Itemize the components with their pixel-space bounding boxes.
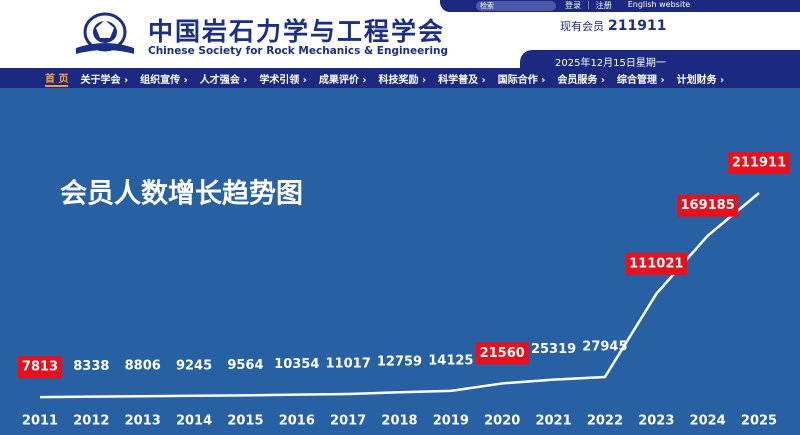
separator: |	[587, 0, 590, 9]
value-label: 7813	[22, 360, 58, 375]
value-label: 211911	[732, 156, 786, 171]
x-tick-label: 2011	[22, 414, 58, 429]
value-label: 9245	[176, 358, 212, 373]
member-number: 211911	[608, 18, 667, 34]
x-tick-label: 2018	[381, 414, 417, 429]
value-label: 27945	[582, 340, 627, 355]
date-tab	[520, 50, 800, 70]
date: 2025年12月15日星期一	[555, 58, 666, 69]
nav-item[interactable]: 科技奖励 ›	[378, 74, 427, 86]
x-tick-label: 2013	[125, 414, 161, 429]
x-tick-label: 2021	[535, 414, 571, 429]
x-tick-label: 2016	[279, 414, 315, 429]
value-label: 8338	[73, 359, 109, 374]
nav-item[interactable]: 关于学会 ›	[80, 74, 129, 86]
site-title: 中国岩石力学与工程学会	[148, 17, 446, 46]
x-tick-label: 2015	[227, 414, 263, 429]
nav-item[interactable]: 科学普及 ›	[438, 74, 486, 86]
member-label: 现有会员	[560, 20, 604, 33]
nav-bar: 首 页关于学会 › 组织宣传 › 人才强会 › 学术引领 › 成果评价 › 科技奖励 › 科…	[0, 68, 800, 88]
x-tick-label: 2019	[433, 414, 469, 429]
value-label: 10354	[274, 357, 319, 372]
value-label: 21560	[480, 346, 525, 361]
nav-item[interactable]: 会员服务 ›	[557, 74, 605, 86]
value-label: 11017	[326, 356, 371, 371]
nav-item[interactable]: 人才强会 ›	[199, 74, 248, 86]
x-tick-label: 2023	[638, 414, 674, 429]
value-label: 111021	[629, 256, 683, 271]
nav-item[interactable]: 国际合作 ›	[497, 74, 546, 86]
x-tick-label: 2025	[741, 414, 777, 429]
value-label: 8806	[125, 359, 161, 374]
nav-item[interactable]: 计划财务 ›	[676, 74, 725, 86]
english-link[interactable]: English website	[627, 0, 691, 9]
value-label: 14125	[428, 353, 473, 368]
x-tick-label: 2012	[73, 414, 109, 429]
register-link[interactable]: 注册	[595, 1, 612, 10]
chart: 会员人数增长趋势图 7813 2011 8338 2012 8806 2013 9245 20…	[17, 152, 790, 429]
value-label: 12759	[377, 355, 422, 370]
value-label: 25319	[531, 342, 576, 357]
x-tick-label: 2024	[690, 414, 726, 429]
nav-item[interactable]: 首 页	[45, 70, 69, 87]
top-links: 登录 | 注册 English website	[565, 0, 690, 11]
member-count: 现有会员 211911	[560, 18, 666, 34]
x-tick-label: 2020	[484, 414, 520, 429]
value-label-box	[676, 194, 739, 217]
logo[interactable]	[72, 8, 138, 60]
x-tick-label: 2022	[587, 414, 623, 429]
x-tick-label: 2017	[330, 414, 366, 429]
nav-item[interactable]: 综合管理 ›	[616, 74, 665, 86]
value-label-box	[17, 356, 63, 379]
nav-item[interactable]: 组织宣传 ›	[140, 74, 188, 86]
value-label-box	[728, 152, 790, 174]
value-label: 9564	[227, 358, 263, 373]
nav-item[interactable]: 学术引领 ›	[259, 74, 307, 86]
search-box[interactable]: 检索	[476, 1, 556, 11]
value-label: 169185	[681, 198, 735, 213]
nav-item[interactable]: 成果评价 ›	[318, 74, 367, 86]
x-tick-label: 2014	[176, 414, 212, 429]
line	[39, 192, 760, 399]
value-label-box	[475, 342, 529, 365]
site-subtitle: Chinese Society for Rock Mechanics & Eng…	[148, 45, 449, 57]
login-link[interactable]: 登录	[565, 1, 581, 10]
chart-title: 会员人数增长趋势图	[60, 178, 303, 210]
value-label-box	[625, 252, 688, 275]
